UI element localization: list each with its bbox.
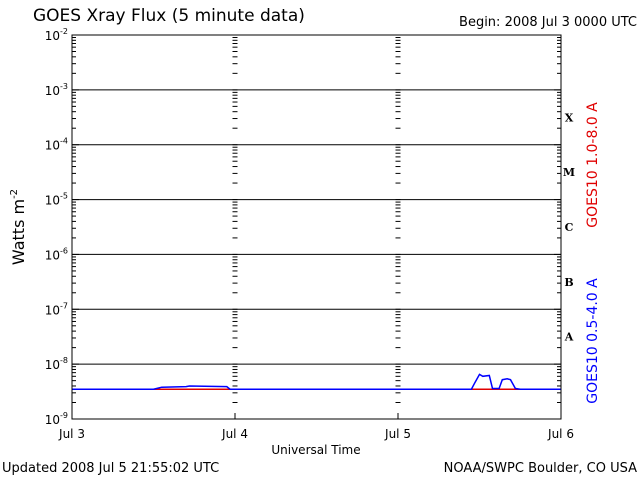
y-tick-label-base: 10	[45, 29, 60, 43]
y-tick-label-base: 10	[45, 303, 60, 317]
x-tick-label: Jul 3	[58, 427, 85, 441]
y-tick-label: 10-2	[45, 27, 68, 43]
y-tick-label-base: 10	[45, 84, 60, 98]
x-tick-label: Jul 4	[221, 427, 248, 441]
flare-class-label: B	[564, 276, 573, 289]
y-tick-label: 10-3	[45, 82, 68, 98]
y-tick-label-base: 10	[45, 194, 60, 208]
credit-text: NOAA/SWPC Boulder, CO USA	[443, 461, 637, 476]
y-axis-label: Watts m-2	[9, 189, 28, 265]
y-tick-label-exponent: -6	[60, 246, 68, 255]
y-tick-label-base: 10	[45, 358, 60, 372]
y-axis-label-exponent: -2	[9, 189, 20, 199]
x-axis-label: Universal Time	[271, 443, 360, 457]
series-label-short: GOES10 0.5-4.0 A	[585, 278, 601, 404]
series-label-long: GOES10 1.0-8.0 A	[585, 102, 601, 228]
y-tick-label-exponent: -5	[60, 192, 68, 201]
y-axis-label-base: Watts m	[9, 199, 28, 265]
page-title: GOES Xray Flux (5 minute data)	[33, 6, 305, 26]
y-tick-label-exponent: -7	[60, 301, 68, 310]
series-layer	[72, 373, 561, 390]
y-tick-label: 10-4	[45, 137, 68, 153]
y-tick-label: 10-7	[45, 301, 68, 317]
y-tick-label: 10-9	[45, 411, 68, 427]
flare-class-label: A	[564, 331, 574, 344]
y-tick-label-base: 10	[45, 248, 60, 262]
flare-class-label: M	[563, 166, 575, 179]
flare-class-label: C	[565, 221, 574, 234]
y-tick-label: 10-8	[45, 356, 68, 372]
begin-time: Begin: 2008 Jul 3 0000 UTC	[459, 15, 637, 30]
y-tick-label-exponent: -4	[60, 137, 68, 146]
y-tick-label-exponent: -9	[60, 411, 68, 420]
grid-layer	[72, 37, 561, 420]
y-tick-label-exponent: -2	[60, 27, 68, 36]
y-tick-label-exponent: -3	[60, 82, 68, 91]
y-tick-label-exponent: -8	[60, 356, 68, 365]
series-line-short	[72, 373, 561, 390]
flare-class-label: X	[565, 111, 574, 124]
plot-frame	[71, 34, 562, 420]
y-tick-label-base: 10	[45, 413, 60, 427]
y-tick-label: 10-5	[45, 192, 68, 208]
x-tick-label: Jul 5	[384, 427, 411, 441]
y-tick-label: 10-6	[45, 246, 68, 262]
y-tick-label-base: 10	[45, 139, 60, 153]
x-tick-label: Jul 6	[547, 427, 574, 441]
updated-timestamp: Updated 2008 Jul 5 21:55:02 UTC	[2, 461, 220, 476]
